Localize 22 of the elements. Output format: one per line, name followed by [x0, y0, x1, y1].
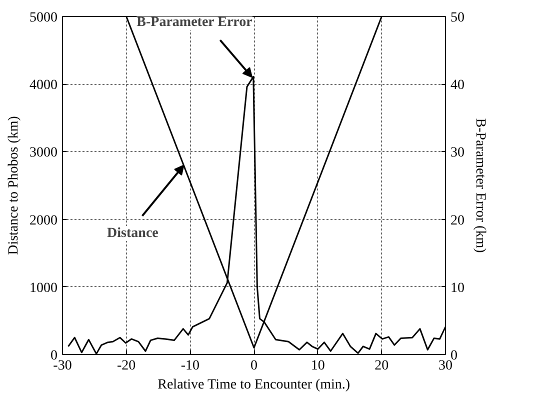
y2-tick-label: 50 — [450, 10, 464, 26]
y-tick-label: 2000 — [30, 213, 58, 228]
x-axis-title: Relative Time to Encounter (min.) — [158, 378, 350, 392]
y-tick-label: 5000 — [30, 10, 58, 26]
y2-tick-label: 40 — [450, 78, 464, 94]
y-tick-label: 4000 — [30, 78, 58, 94]
x-tick-label: 10 — [310, 358, 325, 374]
y2-tick-label: 30 — [450, 146, 464, 161]
x-tick-label: -20 — [117, 358, 136, 374]
x-tick-label: 20 — [374, 358, 389, 374]
x-tick-label: 0 — [250, 358, 258, 374]
y2-axis-title: B-Parameter Error (km) — [472, 118, 488, 254]
y-axis-title: Distance to Phobos (km) — [6, 116, 22, 255]
y2-tick-label: 0 — [450, 348, 458, 364]
x-tick-label: 30 — [438, 358, 452, 374]
y-tick-label: 1000 — [30, 280, 58, 296]
y2-tick-label: 10 — [450, 280, 464, 296]
annotation: B-Parameter Error — [136, 15, 252, 30]
y2-tick-label: 20 — [450, 213, 464, 228]
annotation: Distance — [107, 226, 158, 242]
y-tick-label: 3000 — [30, 146, 58, 161]
x-tick-label: -10 — [180, 358, 200, 374]
